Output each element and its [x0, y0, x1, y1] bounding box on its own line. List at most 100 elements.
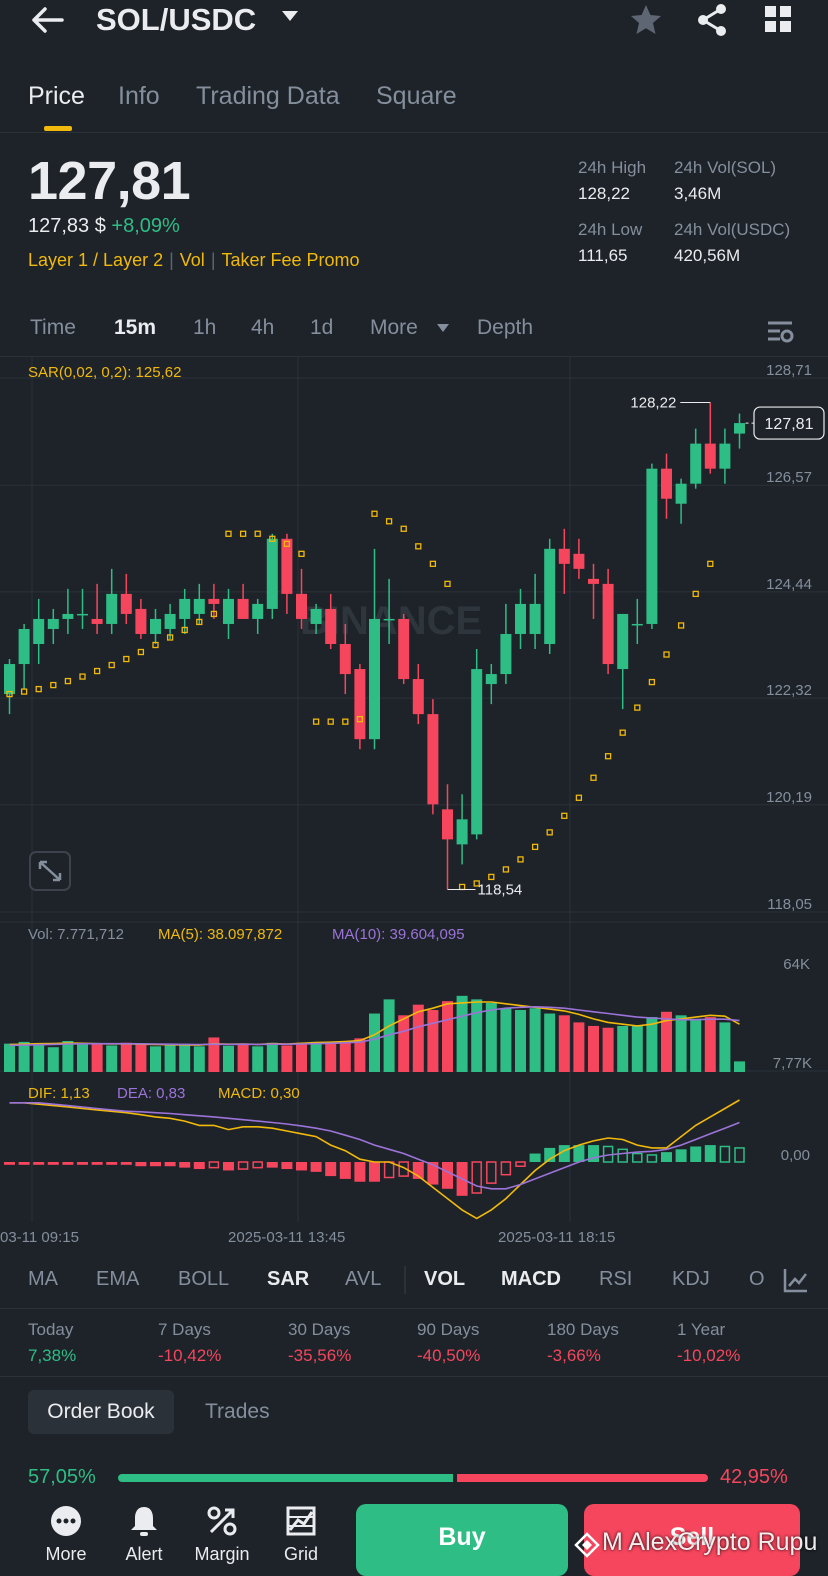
- volume-bar: [515, 1010, 526, 1072]
- fullscreen-icon[interactable]: [29, 851, 71, 891]
- high-marker: 128,22: [630, 395, 676, 412]
- back-arrow-icon[interactable]: [28, 0, 68, 40]
- indicator-macd[interactable]: MACD: [501, 1268, 561, 1290]
- sar-dot: [429, 560, 437, 567]
- indicator-rsi[interactable]: RSI: [599, 1268, 633, 1290]
- macd-bar: [515, 1161, 526, 1167]
- sar-dot: [181, 626, 188, 634]
- macd-bar: [62, 1162, 74, 1165]
- sar-dot: [385, 518, 393, 525]
- interval-1d[interactable]: 1d: [310, 316, 334, 339]
- macd-bar: [471, 1161, 482, 1194]
- volume-bar: [208, 1037, 220, 1072]
- tab-order-book[interactable]: Order Book: [28, 1390, 174, 1434]
- bottom-margin[interactable]: Margin: [182, 1492, 262, 1565]
- candle: [208, 598, 220, 604]
- volume-bar: [471, 999, 483, 1072]
- grid-icon[interactable]: [758, 0, 798, 40]
- sar-dot: [444, 580, 451, 588]
- stat-high: 128,22: [578, 184, 630, 203]
- interval-more[interactable]: More: [370, 316, 418, 339]
- volume-bar: [398, 1015, 410, 1072]
- star-icon[interactable]: [626, 0, 666, 40]
- pair-title[interactable]: SOL/USDC: [96, 2, 257, 37]
- tag-layer[interactable]: Layer 1 / Layer 2: [28, 250, 164, 270]
- volume-bar: [412, 1004, 424, 1072]
- indicator-vol[interactable]: VOL: [424, 1268, 466, 1290]
- candle: [164, 613, 176, 629]
- volume-bar: [18, 1041, 30, 1072]
- volume-bar: [558, 1015, 570, 1072]
- share-icon[interactable]: [692, 0, 732, 40]
- tab-trades[interactable]: Trades: [205, 1400, 270, 1423]
- indicator-ema[interactable]: EMA: [96, 1268, 140, 1290]
- macd-bar: [573, 1145, 585, 1162]
- bottom-margin-label: Margin: [194, 1544, 250, 1564]
- volume-bar: [179, 1043, 191, 1072]
- indicator-kdj[interactable]: KDJ: [672, 1268, 710, 1290]
- macd-bar: [412, 1162, 424, 1179]
- interval-15m[interactable]: 15m: [114, 316, 157, 339]
- tab-info[interactable]: Info: [118, 82, 160, 110]
- usd-price: 127,83 $: [28, 215, 106, 237]
- tab-square[interactable]: Square: [376, 82, 457, 110]
- candle: [296, 593, 307, 619]
- tag-vol[interactable]: Vol: [179, 250, 205, 270]
- chart-settings-icon[interactable]: [764, 316, 796, 346]
- volume-bar: [325, 1043, 337, 1072]
- candle: [281, 538, 293, 594]
- divider: [0, 1308, 828, 1309]
- vol-ma10-label: MA(10): 39.604,095: [332, 926, 465, 943]
- indicator-avl[interactable]: AVL: [345, 1268, 382, 1290]
- interval-1h[interactable]: 1h: [193, 316, 217, 339]
- stat-vol-base: 3,46M: [674, 184, 722, 203]
- price-axis-label: 118,05: [767, 896, 812, 913]
- bottom-alert[interactable]: Alert: [104, 1492, 184, 1565]
- interval-depth[interactable]: Depth: [477, 316, 534, 339]
- indicator-boll[interactable]: BOLL: [178, 1268, 230, 1290]
- volume-bar: [573, 1022, 585, 1072]
- buy-ratio-bar: [118, 1474, 453, 1482]
- indicator-settings-icon[interactable]: [782, 1266, 810, 1294]
- volume-axis-label: 64K: [783, 956, 810, 973]
- macd-value-label: MACD: 0,30: [218, 1085, 300, 1102]
- stat-vol-quote-label: 24h Vol(USDC): [674, 220, 791, 239]
- divider: [0, 132, 828, 133]
- price-axis-label: 122,32: [766, 682, 812, 699]
- candle: [77, 613, 88, 616]
- volume-bar: [646, 1017, 658, 1072]
- sell-ratio: 42,95%: [720, 1466, 788, 1488]
- bottom-more-label: More: [45, 1544, 87, 1564]
- interval-4h[interactable]: 4h: [251, 316, 275, 339]
- sar-dot: [123, 655, 130, 663]
- bottom-more[interactable]: More: [26, 1492, 106, 1565]
- volume-bar: [164, 1045, 176, 1072]
- usd-price-row: 127,83 $ +8,09%: [28, 215, 180, 238]
- candle: [427, 714, 439, 805]
- tab-price[interactable]: Price: [28, 82, 85, 110]
- tag-fee-promo[interactable]: Taker Fee Promo: [221, 250, 360, 270]
- macd-bar: [442, 1162, 453, 1189]
- volume-bar: [281, 1045, 293, 1072]
- candle: [631, 623, 643, 626]
- sar-dot: [561, 812, 568, 819]
- tab-trading-data[interactable]: Trading Data: [196, 82, 340, 110]
- indicator-ma[interactable]: MA: [28, 1268, 58, 1290]
- sell-button[interactable]: Sell: [584, 1504, 800, 1576]
- buy-button[interactable]: Buy: [356, 1504, 568, 1576]
- macd-bar: [252, 1161, 263, 1169]
- chevron-down-icon[interactable]: [282, 11, 298, 21]
- sar-dot: [35, 685, 42, 693]
- volume-bar: [661, 1011, 672, 1072]
- bell-icon: [131, 1507, 157, 1536]
- more-dots-icon: [51, 1506, 81, 1536]
- indicator-sar[interactable]: SAR: [267, 1268, 310, 1290]
- margin-icon: [207, 1506, 237, 1536]
- price-chart[interactable]: BINANCE 128,71126,57124,44122,32120,1911…: [0, 356, 828, 1256]
- sar-dot: [93, 667, 101, 675]
- indicator-more[interactable]: O: [749, 1268, 765, 1290]
- bottom-grid[interactable]: Grid: [261, 1492, 341, 1565]
- volume-bar: [529, 1008, 541, 1072]
- more-caret-icon[interactable]: [437, 324, 449, 332]
- interval-time[interactable]: Time: [30, 316, 76, 339]
